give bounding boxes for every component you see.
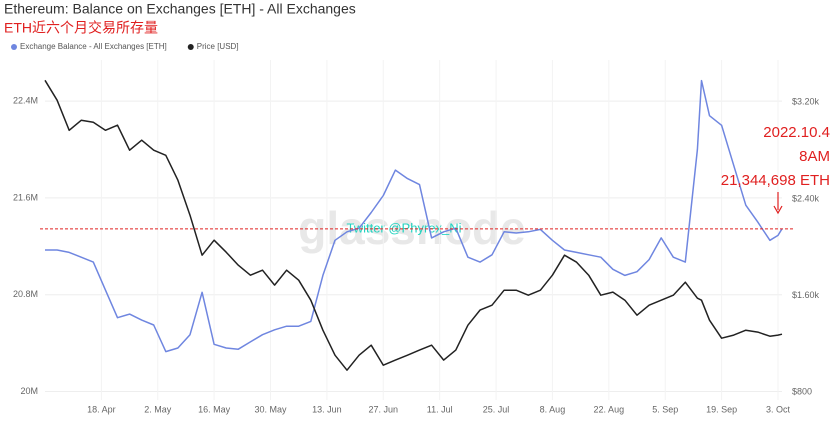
chart-title: Ethereum: Balance on Exchanges [ETH] - A… (4, 1, 356, 17)
y2-tick-label: $800 (792, 387, 812, 397)
y2-tick-label: $1.60k (792, 290, 820, 300)
x-tick-label: 25. Jul (483, 404, 510, 414)
legend-label: Price [USD] (197, 42, 239, 51)
x-tick-label: 19. Sep (706, 404, 737, 414)
series-line (45, 79, 783, 353)
y-tick-label: 21.6M (13, 192, 38, 202)
x-tick-label: 16. May (198, 404, 231, 414)
credit: Twitter @Phyrex_Ni (346, 220, 461, 235)
x-tick-label: 22. Aug (594, 404, 625, 414)
series-line (44, 79, 783, 371)
x-tick-label: 30. May (255, 404, 288, 414)
legend-label: Exchange Balance - All Exchanges [ETH] (20, 42, 167, 51)
chart-subtitle: ETH近六个月交易所存量 (4, 20, 158, 36)
plot-area (44, 60, 783, 400)
y2-tick-label: $2.40k (792, 193, 820, 203)
x-tick-label: 2. May (144, 404, 172, 414)
x-tick-label: 3. Oct (766, 404, 791, 414)
x-tick-label: 5. Sep (652, 404, 678, 414)
x-tick-label: 27. Jun (369, 404, 399, 414)
y-tick-label: 22.4M (13, 96, 38, 106)
x-tick-label: 8. Aug (540, 404, 566, 414)
legend-marker (187, 44, 194, 50)
legend-marker (11, 44, 17, 50)
y-tick-label: 20.8M (13, 289, 38, 299)
annotation: 21,344,698 ETH (721, 172, 830, 189)
watermark: glassnode (298, 202, 526, 254)
annotation-arrowhead (773, 205, 783, 215)
y-tick-label: 20M (20, 386, 38, 396)
annotation: 8AM (799, 148, 830, 165)
x-tick-label: 11. Jul (427, 404, 453, 414)
annotation: 2022.10.4 (763, 124, 830, 141)
x-tick-label: 18. Apr (87, 404, 116, 414)
y2-tick-label: $3.20k (792, 97, 820, 107)
x-tick-label: 13. Jun (312, 404, 342, 414)
